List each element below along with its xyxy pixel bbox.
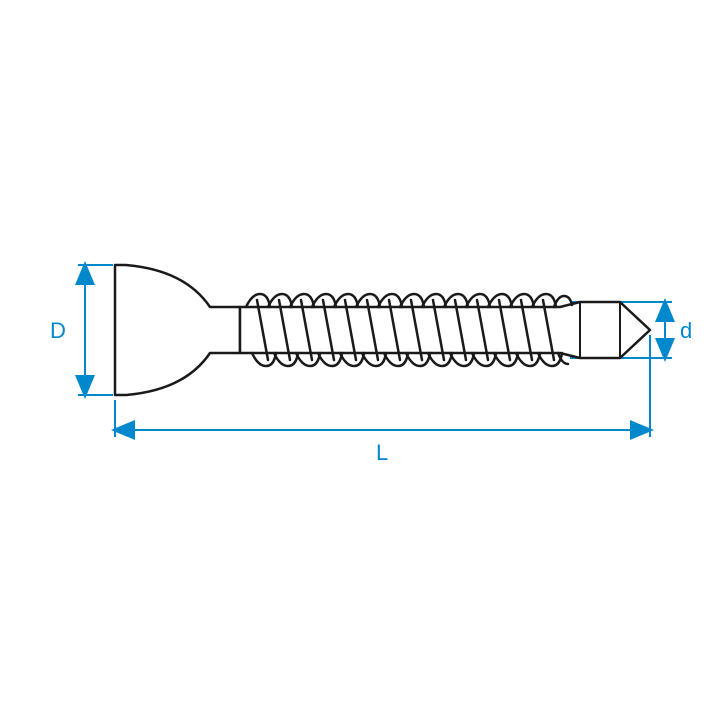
screw-outline [115,265,650,395]
label-L: L [376,440,388,466]
label-D: D [50,318,66,344]
dimension-D [78,265,113,395]
screw-diagram [0,0,710,710]
label-d: d [680,318,692,344]
